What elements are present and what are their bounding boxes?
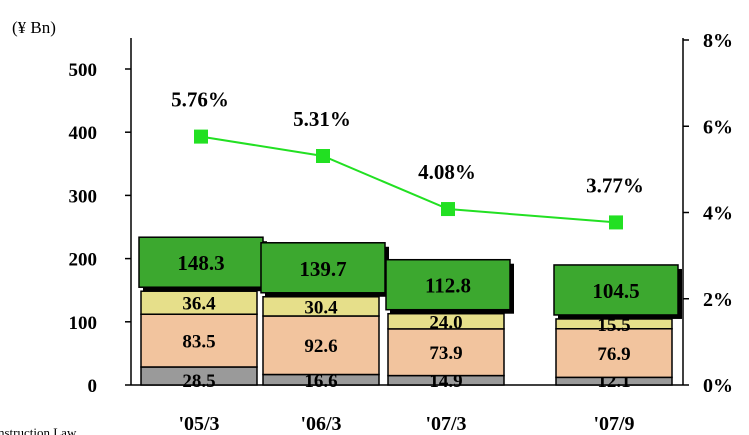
bar-segment (387, 328, 505, 377)
ratio-value-label: 3.77% (586, 173, 644, 197)
right-tick-label: 4% (703, 203, 733, 225)
total-box (385, 258, 511, 311)
segment-value-label: 24.0 (429, 312, 462, 333)
left-tick-label: 200 (69, 250, 98, 271)
segment-value-label: 30.4 (304, 297, 338, 318)
ratio-line-path (200, 135, 617, 224)
category-label: '07/3 (425, 413, 466, 435)
right-tick-label: 8% (703, 30, 733, 52)
segment-value-label: 36.4 (182, 294, 216, 315)
left-tick-label: 100 (69, 313, 98, 334)
total-box (260, 242, 386, 294)
right-axis-ticks: 0% 2% 4% 6% 8% (683, 30, 733, 397)
y-unit-label: (¥ Bn) (12, 18, 56, 37)
bar-segment (555, 328, 673, 379)
category-label: '06/3 (300, 413, 341, 435)
left-tick-label: 0 (88, 376, 98, 397)
bars: 28.583.536.4148.316.692.630.4139.714.973… (138, 236, 682, 392)
total-box (138, 236, 264, 288)
ratio-point (194, 129, 208, 144)
total-value-label: 104.5 (592, 279, 639, 303)
right-tick-label: 6% (703, 116, 733, 138)
category-label: '05/3 (178, 413, 219, 435)
segment-value-label: 73.9 (429, 343, 462, 364)
segment-value-label: 76.9 (597, 344, 630, 365)
footnote: nstruction Law (0, 425, 77, 435)
total-value-label: 139.7 (299, 257, 346, 281)
right-tick-label: 0% (703, 375, 733, 397)
total-box (553, 264, 679, 316)
segment-value-label: 83.5 (182, 332, 215, 353)
left-tick-label: 500 (69, 60, 98, 81)
bar-segment (140, 313, 258, 368)
total-value-label: 148.3 (177, 251, 224, 275)
ratio-point (316, 149, 330, 164)
left-tick-label: 300 (69, 186, 98, 207)
right-tick-label: 2% (703, 289, 733, 311)
bar-segment (140, 290, 258, 315)
ratio-value-label: 5.76% (171, 88, 229, 112)
ratio-point (609, 215, 623, 230)
category-label: '07/9 (593, 413, 634, 435)
left-axis-ticks: 0 100 200 300 400 500 (69, 60, 131, 397)
ratio-value-label: 5.31% (293, 107, 351, 131)
segment-value-label: 28.5 (182, 371, 215, 392)
left-tick-label: 400 (69, 123, 98, 144)
segment-value-label: 16.6 (304, 371, 337, 392)
segment-value-label: 92.6 (304, 336, 337, 357)
ratio-point (441, 202, 455, 217)
ratio-value-label: 4.08% (418, 160, 476, 184)
segment-value-label: 15.5 (597, 315, 630, 336)
total-value-label: 112.8 (425, 274, 471, 298)
category-labels: '05/3 '06/3 '07/3 '07/9 (178, 413, 634, 435)
ratio-line: 5.76% 5.31% 4.08% 3.77% (171, 88, 644, 230)
